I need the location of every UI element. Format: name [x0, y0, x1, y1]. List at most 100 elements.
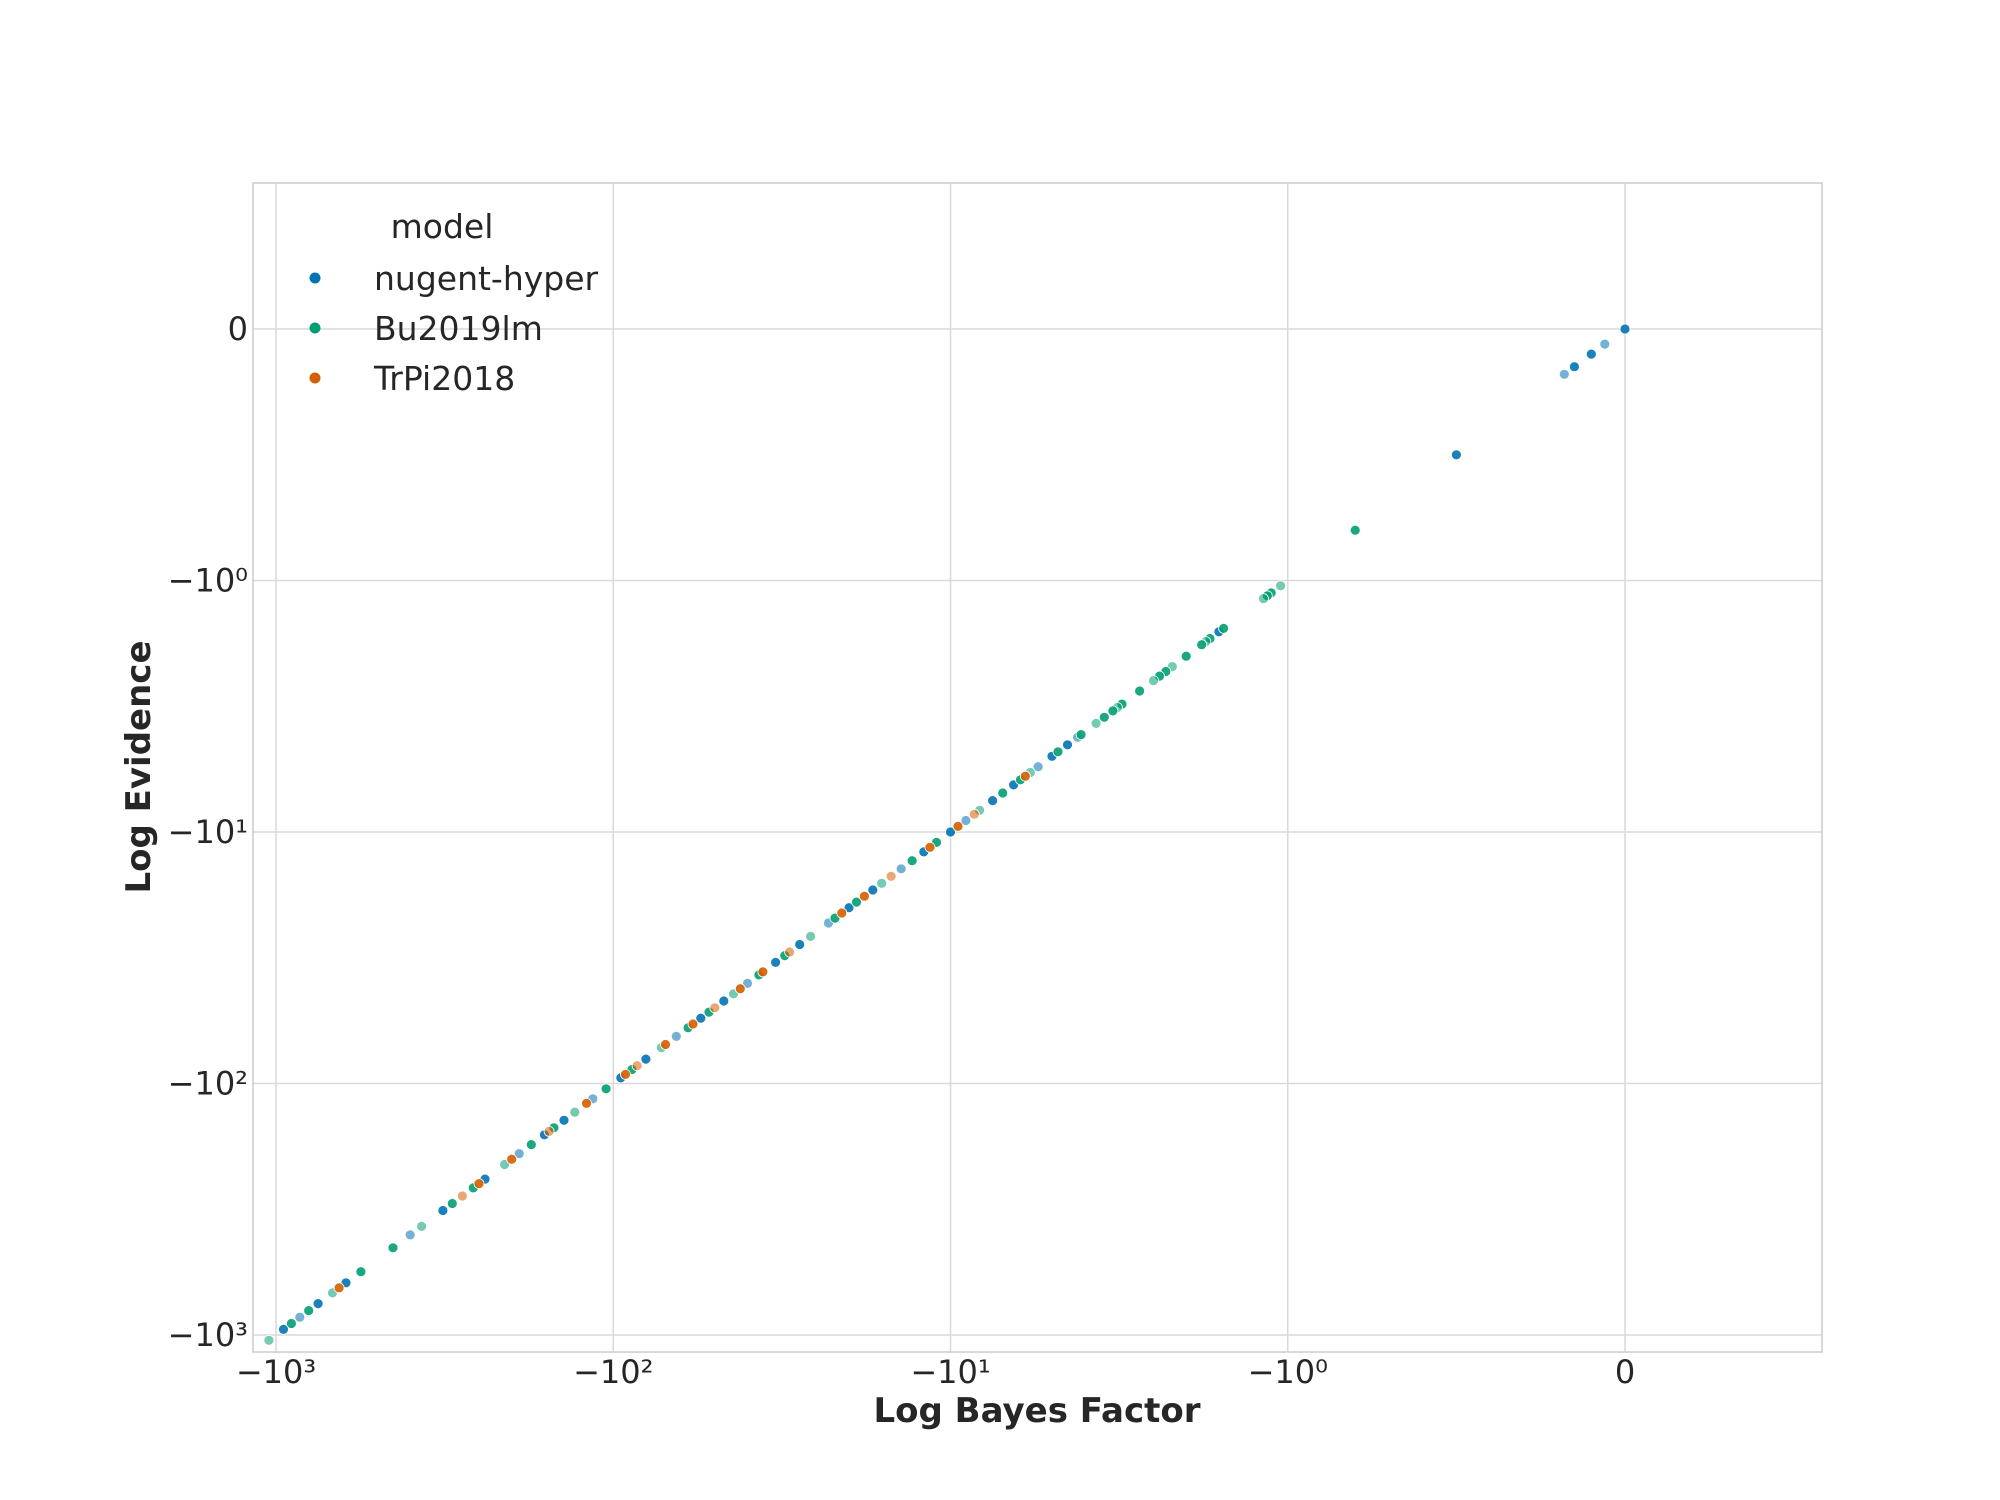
- data-point-bu2019lm: [1180, 650, 1192, 662]
- data-point-nugent-hyper: [770, 957, 781, 968]
- plot-frame: [252, 182, 1823, 1353]
- data-point-nugent-hyper: [1619, 323, 1631, 335]
- y-tick-labels: −10³ −10² −10¹ −10⁰ 0: [168, 310, 248, 1354]
- data-point-trpi2018: [473, 1178, 485, 1189]
- data-point-bu2019lm: [303, 1305, 315, 1316]
- x-tick-label: −10¹: [910, 1353, 990, 1391]
- data-point-bu2019lm: [1275, 580, 1286, 592]
- data-point-bu2019lm: [1258, 593, 1269, 604]
- data-point-bu2019lm: [906, 855, 918, 867]
- data-point-bu2019lm: [600, 1083, 612, 1095]
- legend: model nugent-hyper Bu2019lm TrPi2018: [309, 207, 599, 398]
- data-point-bu2019lm: [1148, 675, 1159, 686]
- legend-label-trpi2018: TrPi2018: [373, 359, 515, 398]
- data-point-bu2019lm: [525, 1139, 537, 1150]
- data-point-nugent-hyper: [404, 1229, 416, 1241]
- data-point-trpi2018: [709, 1002, 721, 1014]
- data-point-nugent-hyper: [278, 1324, 289, 1335]
- data-point-bu2019lm: [1075, 729, 1087, 740]
- x-tick-label: −10³: [236, 1353, 316, 1391]
- y-tick-label: −10¹: [168, 813, 248, 851]
- data-point-trpi2018: [333, 1282, 345, 1294]
- legend-entry-trpi2018: TrPi2018: [309, 359, 515, 398]
- data-point-nugent-hyper: [1569, 361, 1580, 373]
- data-point-bu2019lm: [1098, 711, 1110, 723]
- data-point-nugent-hyper: [718, 995, 730, 1007]
- data-point-trpi2018: [734, 983, 746, 995]
- data-point-bu2019lm: [851, 896, 862, 908]
- data-point-trpi2018: [581, 1098, 592, 1109]
- data-point-nugent-hyper: [1599, 338, 1611, 350]
- data-point-nugent-hyper: [794, 939, 806, 950]
- legend-marker-bu2019lm: [309, 322, 321, 334]
- data-point-trpi2018: [506, 1153, 518, 1165]
- data-point-trpi2018: [757, 966, 769, 978]
- y-tick-label: 0: [228, 310, 248, 348]
- grid-lines: [253, 183, 1822, 1352]
- data-point-bu2019lm: [569, 1106, 581, 1118]
- data-point-bu2019lm: [355, 1266, 367, 1278]
- data-point-bu2019lm: [416, 1221, 428, 1232]
- data-point-nugent-hyper: [437, 1205, 449, 1216]
- y-tick-label: −10⁰: [168, 562, 248, 600]
- data-point-bu2019lm: [1218, 623, 1229, 634]
- data-point-nugent-hyper: [960, 815, 972, 826]
- data-point-bu2019lm: [1349, 524, 1361, 536]
- legend-marker-trpi2018: [309, 372, 321, 384]
- data-point-nugent-hyper: [945, 826, 956, 838]
- data-point-nugent-hyper: [670, 1031, 682, 1042]
- data-point-bu2019lm: [876, 877, 888, 889]
- data-point-bu2019lm: [285, 1318, 297, 1329]
- legend-entry-nugent-hyper: nugent-hyper: [309, 259, 599, 298]
- legend-label-bu2019lm: Bu2019lm: [374, 309, 543, 348]
- data-point-nugent-hyper: [312, 1298, 324, 1309]
- data-point-nugent-hyper: [867, 884, 879, 896]
- data-point-bu2019lm: [1107, 705, 1119, 717]
- data-point-nugent-hyper: [895, 863, 907, 875]
- data-point-trpi2018: [631, 1060, 643, 1072]
- data-point-nugent-hyper: [1062, 739, 1073, 751]
- data-point-nugent-hyper: [1585, 348, 1597, 360]
- data-point-trpi2018: [1019, 770, 1031, 782]
- data-point-bu2019lm: [1090, 718, 1102, 729]
- x-tick-label: −10⁰: [1248, 1353, 1328, 1391]
- data-point-bu2019lm: [446, 1198, 458, 1209]
- data-point-trpi2018: [924, 841, 936, 853]
- data-point-nugent-hyper: [294, 1311, 306, 1323]
- data-point-nugent-hyper: [1032, 761, 1044, 773]
- data-point-trpi2018: [836, 907, 848, 919]
- data-point-bu2019lm: [387, 1242, 399, 1254]
- data-point-bu2019lm: [997, 787, 1009, 799]
- data-point-trpi2018: [456, 1190, 468, 1202]
- y-axis-label: Log Evidence: [119, 640, 159, 893]
- legend-title: model: [391, 207, 494, 246]
- data-point-trpi2018: [784, 946, 795, 958]
- data-point-bu2019lm: [805, 931, 816, 942]
- y-tick-label: −10²: [168, 1065, 248, 1103]
- legend-entry-bu2019lm: Bu2019lm: [309, 309, 543, 348]
- data-point-trpi2018: [859, 890, 870, 902]
- x-tick-label: −10²: [573, 1353, 653, 1391]
- x-tick-label: 0: [1615, 1353, 1635, 1391]
- data-point-bu2019lm: [263, 1334, 275, 1346]
- data-point-nugent-hyper: [843, 902, 855, 914]
- data-point-bu2019lm: [1134, 685, 1145, 697]
- data-point-nugent-hyper: [987, 795, 998, 806]
- data-point-trpi2018: [885, 870, 897, 882]
- data-point-trpi2018: [968, 808, 980, 820]
- data-point-nugent-hyper: [742, 978, 753, 989]
- y-tick-label: −10³: [168, 1316, 248, 1354]
- x-axis-label: Log Bayes Factor: [873, 1391, 1200, 1431]
- data-point-nugent-hyper: [513, 1148, 525, 1159]
- data-point-bu2019lm: [1052, 746, 1064, 758]
- data-point-bu2019lm: [1196, 639, 1208, 651]
- data-point-nugent-hyper: [558, 1114, 570, 1126]
- data-point-trpi2018: [952, 821, 964, 832]
- legend-label-nugent-hyper: nugent-hyper: [374, 259, 599, 298]
- data-point-trpi2018: [620, 1069, 631, 1080]
- data-point-nugent-hyper: [1451, 449, 1462, 461]
- legend-marker-nugent-hyper: [309, 272, 321, 284]
- data-points: [263, 323, 1631, 1346]
- data-point-trpi2018: [660, 1039, 671, 1050]
